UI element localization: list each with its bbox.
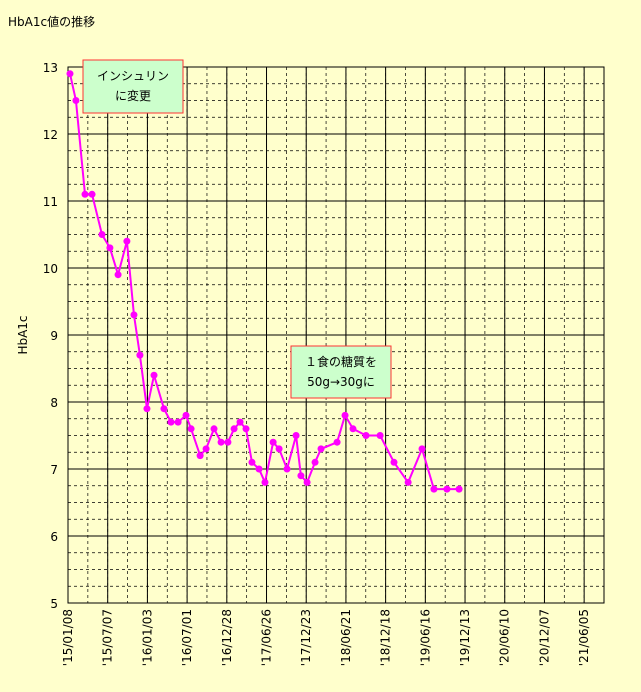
x-tick-label: '15/01/08 — [61, 609, 75, 666]
data-point — [341, 411, 349, 419]
annotation-text: 50g→30gに — [307, 375, 375, 389]
data-point — [242, 425, 250, 433]
data-point — [114, 271, 122, 279]
x-tick-label: '20/12/07 — [537, 609, 551, 666]
data-point — [217, 438, 225, 446]
x-tick-label: '16/01/03 — [140, 609, 154, 666]
annotation-text: インシュリン — [97, 69, 169, 83]
data-point — [390, 458, 398, 466]
x-tick-label: '15/07/07 — [101, 609, 115, 666]
data-point — [160, 405, 168, 413]
data-point — [72, 97, 80, 104]
data-point — [136, 351, 144, 359]
x-tick-label: '19/12/13 — [458, 609, 472, 666]
data-point — [106, 244, 114, 252]
data-point — [376, 432, 384, 439]
data-point — [255, 465, 263, 473]
y-tick-label: 8 — [50, 396, 58, 410]
x-tick-label: '17/06/26 — [260, 609, 274, 666]
data-point — [297, 472, 305, 480]
chart-title: HbA1c値の推移 — [8, 14, 95, 29]
data-point — [81, 190, 89, 198]
annotation-box — [290, 345, 392, 399]
x-tick-label: '17/12/23 — [299, 609, 313, 666]
data-point — [202, 445, 210, 453]
annotation-text: に変更 — [115, 88, 151, 103]
x-tick-label: '16/12/28 — [220, 609, 234, 666]
data-point — [404, 478, 412, 486]
y-axis-label: HbA1c — [16, 315, 30, 354]
data-point — [123, 237, 131, 245]
data-point — [196, 452, 204, 460]
y-tick-label: 5 — [50, 597, 58, 611]
y-tick-label: 13 — [43, 61, 58, 75]
data-point — [130, 311, 138, 319]
data-point — [230, 425, 238, 433]
x-tick-label: '18/06/21 — [339, 609, 353, 666]
data-point — [143, 405, 151, 413]
data-point — [311, 458, 319, 466]
data-point — [210, 425, 218, 433]
annotation: １食の糖質を 50g→30gに — [290, 345, 392, 399]
data-point — [236, 418, 244, 426]
data-point — [88, 190, 96, 198]
y-tick-label: 6 — [50, 530, 58, 544]
x-tick-label: '18/12/18 — [379, 609, 393, 666]
data-point — [418, 445, 426, 453]
data-point — [150, 371, 158, 379]
data-point — [187, 425, 195, 433]
data-point — [303, 478, 311, 486]
data-point — [248, 458, 256, 466]
y-tick-label: 9 — [50, 329, 58, 343]
data-point — [182, 411, 190, 419]
data-point — [317, 445, 325, 453]
data-point — [430, 485, 438, 493]
x-tick-label: '20/06/10 — [498, 609, 512, 666]
data-point — [443, 485, 451, 493]
data-point — [269, 438, 277, 446]
data-point — [261, 478, 269, 486]
data-point — [98, 231, 106, 238]
y-tick-label: 10 — [43, 262, 58, 276]
data-point — [224, 438, 232, 446]
data-point — [333, 438, 341, 446]
data-point — [283, 465, 291, 473]
x-tick-label: '19/06/16 — [418, 609, 432, 666]
data-point — [275, 445, 283, 453]
data-point — [349, 425, 357, 433]
plot-border — [67, 66, 605, 604]
annotation-text: １食の糖質を — [305, 354, 377, 369]
data-point — [66, 70, 74, 78]
data-point — [362, 432, 370, 439]
data-point — [167, 418, 175, 426]
data-point — [455, 485, 463, 493]
y-tick-label: 11 — [43, 195, 58, 209]
annotation-box — [82, 59, 184, 114]
x-tick-label: '21/06/05 — [577, 609, 591, 666]
x-tick-label: '16/07/01 — [180, 609, 194, 666]
y-tick-label: 12 — [43, 128, 58, 142]
y-tick-label: 7 — [50, 463, 58, 477]
data-point — [292, 432, 300, 439]
data-point — [174, 418, 182, 426]
